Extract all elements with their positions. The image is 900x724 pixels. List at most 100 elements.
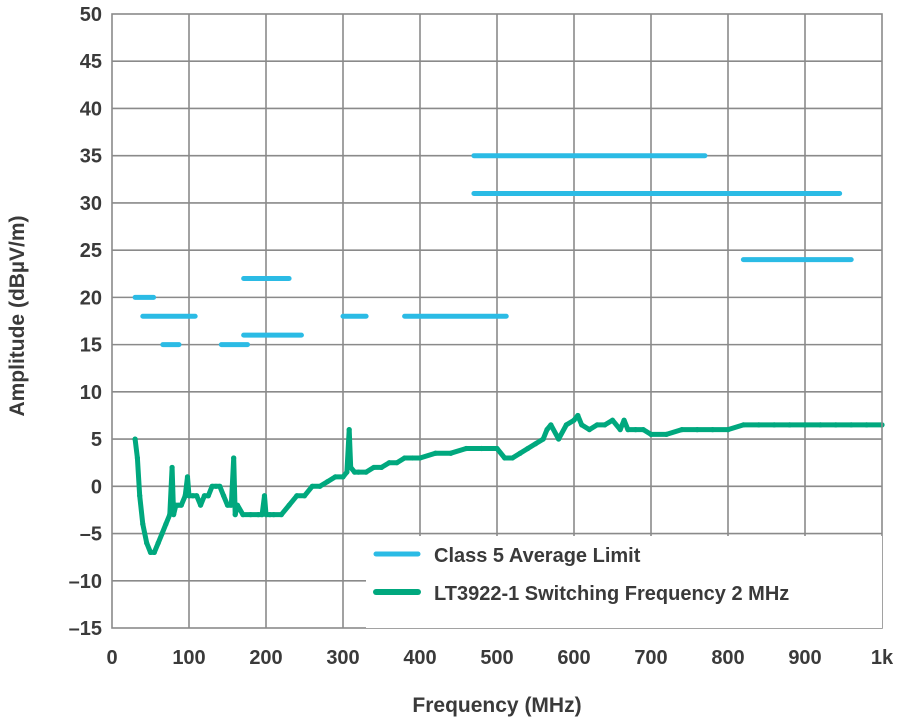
- emission-data-point: [184, 474, 191, 480]
- emission-data-point: [163, 521, 169, 527]
- emission-data-point: [201, 493, 207, 499]
- emission-data-point: [346, 427, 352, 433]
- emission-data-point: [586, 427, 593, 433]
- emission-data-point: [255, 512, 261, 518]
- emission-data-point: [378, 464, 385, 471]
- emission-data-point: [617, 427, 623, 433]
- emission-data-point: [232, 512, 238, 518]
- legend-label-emission: LT3922-1 Switching Frequency 2 MHz: [434, 583, 789, 605]
- emission-data-point: [213, 483, 219, 489]
- emission-data-point: [348, 464, 354, 471]
- x-tick-label: 500: [480, 647, 513, 669]
- emission-data-point: [575, 412, 581, 419]
- emission-data-point: [394, 460, 400, 466]
- x-tick-label: 900: [788, 647, 821, 669]
- emission-data-point: [231, 455, 237, 461]
- emission-data-point: [209, 483, 215, 489]
- emission-data-point: [259, 512, 265, 518]
- emission-data-point: [140, 521, 146, 527]
- y-tick-label: 30: [80, 193, 102, 215]
- emission-data-point: [463, 445, 469, 452]
- y-tick-label: 0: [91, 476, 102, 498]
- emission-data-point: [864, 422, 870, 428]
- emission-data-point: [694, 427, 700, 433]
- emission-data-point: [171, 512, 177, 518]
- emission-data-point: [205, 493, 211, 499]
- emission-data-point: [679, 427, 685, 433]
- emission-data-point: [621, 417, 627, 423]
- emission-data-point: [278, 512, 284, 518]
- emission-data-point: [309, 483, 315, 489]
- y-tick-label: –5: [80, 524, 102, 546]
- emission-data-point: [817, 422, 824, 428]
- y-tick-label: 5: [91, 429, 102, 451]
- emission-data-point: [134, 455, 141, 461]
- emission-data-point: [221, 493, 227, 499]
- x-tick-label: 600: [557, 647, 590, 669]
- emission-trace-line: [132, 413, 885, 555]
- emission-data-point: [532, 441, 539, 447]
- emission-data-point: [332, 474, 338, 480]
- emission-data-point: [363, 469, 369, 475]
- x-tick-labels: 0 100 200 300 400 500 600 700 800 900 1k: [106, 647, 894, 669]
- y-tick-label: 35: [80, 146, 102, 168]
- y-tick-label: 10: [80, 382, 102, 404]
- emission-data-point: [132, 436, 138, 442]
- emission-data-point: [167, 512, 173, 518]
- y-tick-label: 40: [80, 98, 102, 120]
- emission-data-point: [540, 436, 546, 442]
- legend-background: [366, 536, 882, 628]
- emission-data-point: [194, 493, 200, 499]
- emission-data-point: [544, 427, 550, 433]
- y-tick-label: –15: [69, 618, 102, 640]
- y-tick-label: 45: [80, 51, 102, 73]
- emission-data-point: [448, 450, 454, 456]
- emission-data-point: [267, 512, 273, 518]
- emission-data-point: [286, 502, 292, 508]
- emission-data-point: [802, 422, 808, 428]
- emission-data-point: [190, 493, 196, 499]
- emission-data-point: [633, 427, 639, 433]
- emission-data-point: [169, 464, 175, 471]
- emission-data-point: [197, 502, 204, 508]
- emission-data-point: [186, 493, 192, 499]
- emission-data-point: [355, 469, 361, 475]
- y-tick-label: –10: [69, 571, 102, 593]
- emission-data-point: [609, 417, 616, 423]
- emission-data-point: [182, 493, 188, 499]
- x-tick-label: 200: [249, 647, 282, 669]
- emission-data-point: [579, 422, 585, 428]
- emission-data-point: [301, 493, 308, 499]
- emission-data-point: [147, 549, 154, 556]
- emission-data-point: [240, 512, 246, 518]
- emission-data-point: [771, 422, 777, 428]
- emission-data-point: [432, 450, 438, 456]
- emission-data-point: [344, 469, 350, 475]
- emission-data-point: [602, 422, 608, 428]
- emission-data-point: [571, 417, 577, 423]
- y-tick-label: 20: [80, 287, 102, 309]
- emission-data-point: [271, 512, 277, 518]
- emission-data-point: [625, 427, 631, 433]
- y-axis-title: Amplitude (dBµV/m): [6, 215, 29, 416]
- emission-data-point: [848, 422, 854, 428]
- emission-data-point: [509, 455, 515, 461]
- emission-data-point: [228, 502, 234, 508]
- emission-data-point: [144, 540, 150, 546]
- x-tick-label: 0: [106, 647, 117, 669]
- emission-data-point: [234, 502, 241, 508]
- emission-data-point: [317, 483, 323, 489]
- emission-data-point: [137, 493, 143, 499]
- emission-data-point: [525, 445, 531, 452]
- emission-data-point: [325, 478, 331, 485]
- emission-data-point: [351, 469, 358, 475]
- x-tick-label: 400: [403, 647, 436, 669]
- emission-data-point: [371, 464, 377, 471]
- emission-data-point: [402, 455, 408, 461]
- emission-data-point: [648, 431, 654, 437]
- x-tick-label: 300: [326, 647, 359, 669]
- emission-data-point: [263, 512, 269, 518]
- y-tick-label: 25: [80, 240, 102, 262]
